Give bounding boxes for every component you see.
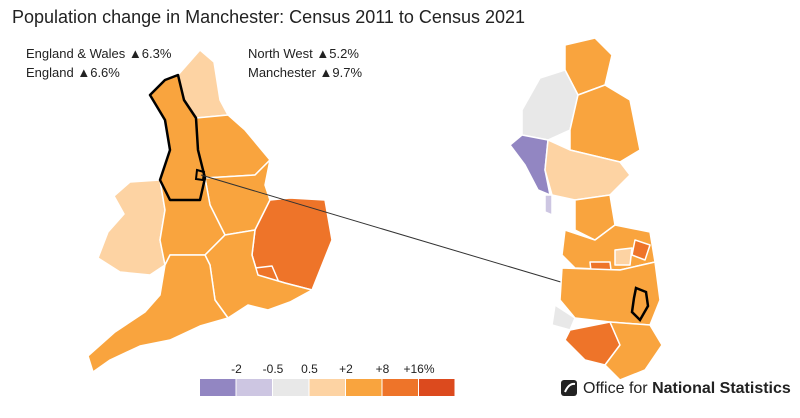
manchester-outline bbox=[630, 286, 650, 323]
logo-name: National Statistics bbox=[652, 380, 791, 397]
title: Population change in Manchester: Census … bbox=[12, 7, 525, 27]
manchester-outline bbox=[194, 168, 206, 182]
logo-prefix: Office for bbox=[583, 380, 648, 397]
area bbox=[631, 239, 651, 261]
wales bbox=[97, 179, 166, 276]
legend: -2 -0.5 0.5 +2 +8 +16% bbox=[200, 362, 455, 396]
stat-value: ▲6.6% bbox=[77, 65, 120, 80]
stat-name: England bbox=[26, 65, 74, 80]
legend-label: 0.5 bbox=[301, 362, 318, 376]
legend-swatch bbox=[236, 379, 272, 396]
stat-name: Manchester bbox=[248, 65, 317, 80]
logo-icon bbox=[561, 380, 577, 396]
stat-value: ▲5.2% bbox=[316, 46, 359, 61]
area bbox=[509, 134, 551, 196]
logo-text: Office for National Statistics bbox=[583, 380, 791, 397]
north-west-map bbox=[509, 37, 663, 381]
north-west-outline bbox=[148, 73, 207, 202]
stat-value: ▲9.7% bbox=[320, 65, 363, 80]
legend-label: +2 bbox=[339, 362, 353, 376]
stat: North West ▲5.2% bbox=[248, 46, 359, 61]
legend-label: -2 bbox=[231, 362, 242, 376]
legend-swatch bbox=[309, 379, 345, 396]
stat: England & Wales ▲6.3% bbox=[26, 46, 172, 61]
logo: Office for National Statistics bbox=[561, 380, 791, 397]
legend-swatch bbox=[419, 379, 455, 396]
stat: Manchester ▲9.7% bbox=[248, 65, 362, 80]
legend-swatch bbox=[346, 379, 382, 396]
yorkshire bbox=[195, 114, 271, 179]
area bbox=[569, 84, 641, 163]
south-west bbox=[87, 254, 229, 373]
legend-label: +8 bbox=[376, 362, 390, 376]
stat-name: North West bbox=[248, 46, 313, 61]
area bbox=[614, 247, 633, 266]
stat-name: England & Wales bbox=[26, 46, 126, 61]
legend-swatch bbox=[273, 379, 309, 396]
legend-swatch bbox=[382, 379, 418, 396]
legend-label: -0.5 bbox=[263, 362, 284, 376]
stat-value: ▲6.3% bbox=[129, 46, 172, 61]
area bbox=[544, 194, 553, 216]
logo-icon-mark bbox=[564, 382, 576, 393]
legend-swatch bbox=[200, 379, 236, 396]
area bbox=[521, 69, 579, 141]
legend-label: +16% bbox=[403, 362, 434, 376]
stat: England ▲6.6% bbox=[26, 65, 120, 80]
stats: England & Wales ▲6.3% England ▲6.6% Nort… bbox=[26, 46, 362, 80]
england-wales-map bbox=[87, 49, 333, 373]
area bbox=[604, 321, 663, 381]
